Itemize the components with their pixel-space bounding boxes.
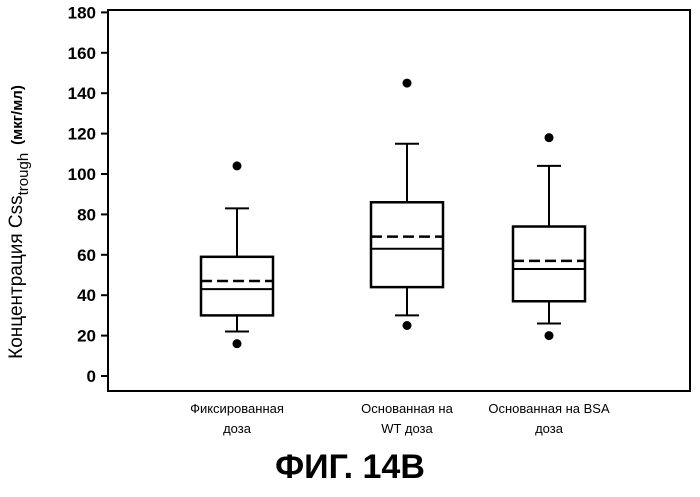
outlier-point (545, 331, 554, 340)
x-category-label: Основанная на WT доза (361, 401, 453, 436)
outlier-point (233, 161, 242, 170)
y-axis-label-main: Концентрация Css (6, 195, 27, 358)
x-category-label-line: доза (535, 421, 564, 436)
y-tick-label: 160 (68, 44, 96, 63)
svg-text:Концентрация Csstrough(мкг/мл: Концентрация Csstrough (мкг/мл) (6, 85, 32, 359)
box-series-3 (513, 133, 585, 340)
outlier-point (403, 79, 412, 88)
outlier-point (545, 133, 554, 142)
boxes (201, 79, 585, 349)
x-category-label-line: Основанная на BSA (488, 401, 610, 416)
outlier-point (403, 321, 412, 330)
y-tick-label: 0 (87, 367, 96, 386)
box-iqr (201, 257, 273, 316)
y-axis-title: Концентрация Csstrough (мкг/мл) (6, 85, 32, 359)
outlier-point (233, 339, 242, 348)
y-tick-label: 120 (68, 125, 96, 144)
x-axis-category-labels: ФиксированнаядозаОснованная наWT дозаОсн… (190, 401, 610, 436)
y-tick-label: 80 (77, 205, 96, 224)
x-category-label: Основанная на BSA доза (488, 401, 610, 436)
box-plot-chart: Концентрация Csstrough (мкг/мл) 0 20 40 60 80… (0, 0, 700, 440)
x-category-label-line: WT доза (381, 421, 433, 436)
y-tick-label: 20 (77, 327, 96, 346)
plot-area (108, 10, 690, 391)
y-axis: 0 20 40 60 80 100 120 140 160 180 (68, 3, 108, 386)
x-category-label-line: Основанная на (361, 401, 453, 416)
y-tick-label: 60 (77, 246, 96, 265)
y-tick-label: 180 (68, 3, 96, 22)
y-axis-label-subscript: trough (15, 153, 32, 196)
box-iqr (371, 202, 443, 287)
x-category-label: Фиксированная доза (190, 401, 284, 436)
box-iqr (513, 227, 585, 302)
plot-frame (108, 10, 690, 391)
box-series-1 (201, 161, 273, 348)
x-category-label-line: доза (223, 421, 252, 436)
figure-caption: ФИГ. 14В (0, 448, 700, 487)
y-tick-label: 40 (77, 286, 96, 305)
y-tick-label: 100 (68, 165, 96, 184)
x-category-label-line: Фиксированная (190, 401, 284, 416)
box-series-2 (371, 79, 443, 330)
y-tick-label: 140 (68, 84, 96, 103)
y-axis-label-unit: (мкг/мл) (9, 85, 26, 145)
